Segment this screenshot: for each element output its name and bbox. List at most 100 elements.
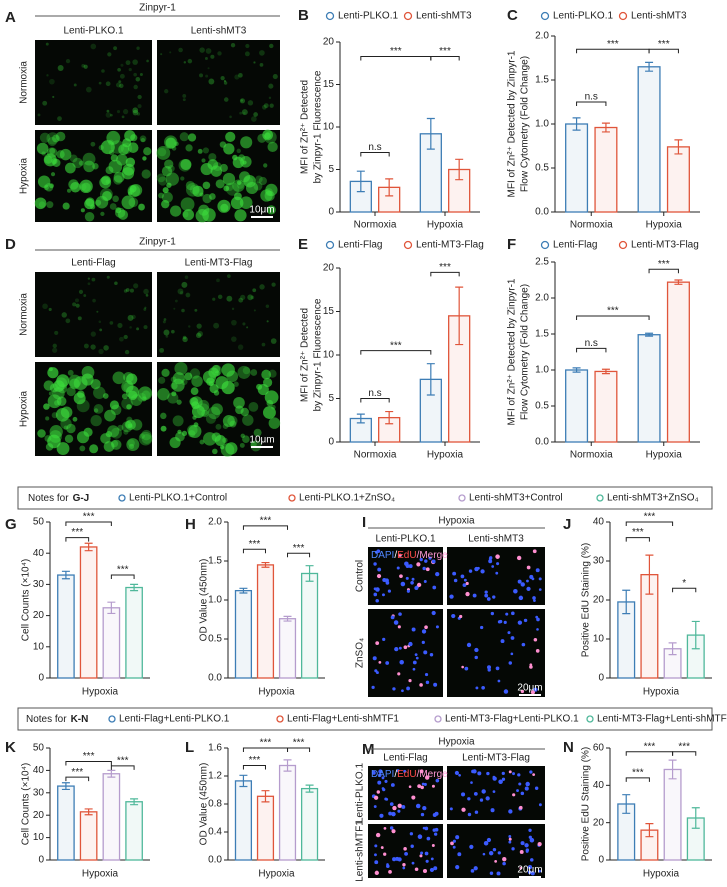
y-tick-label: 30 [33,579,45,590]
significance-label: *** [249,755,261,766]
cell-decoration [64,434,74,443]
cell-decoration [51,134,60,143]
cell-decoration [392,687,396,691]
error-bar [622,589,631,615]
cell-decoration [55,131,66,142]
cell-decoration [488,850,494,856]
y-axis-label: Positive EdU Staining (%) [581,543,592,658]
legend-label: Lenti-Flag+Lenti-shMTF1 [287,714,399,725]
significance-label: *** [644,512,656,523]
cell-decoration [49,430,62,443]
cell-decoration [191,401,200,410]
cell-decoration [473,792,478,796]
cell-decoration [127,314,134,321]
cell-decoration [242,435,250,443]
cell-decoration [502,861,506,866]
cell-decoration [196,323,202,329]
error-bar [356,413,365,424]
stain-legend: DAPI/EdU/Merge [371,769,448,780]
cell-decoration [431,844,435,848]
y-tick-label: 60 [593,743,605,754]
error-bar [261,561,270,568]
y-tick-label: 1.0 [535,365,549,376]
cell-decoration [433,832,438,836]
cell-decoration [128,197,139,208]
cell-decoration [518,782,522,786]
cell-decoration [261,369,272,380]
notes-panels: G-J [73,493,90,504]
cell-decoration [472,593,477,598]
cell-decoration [67,369,74,376]
cell-decoration [109,203,117,210]
significance-label: * [682,578,686,589]
cell-decoration [126,404,132,410]
cell-decoration [467,797,471,801]
cell-decoration [237,365,251,379]
cell-decoration [182,209,195,221]
cell-decoration [373,562,377,566]
cell-decoration [266,205,276,215]
significance-label: *** [607,39,619,50]
cell-decoration [158,176,168,186]
cell-decoration [269,43,274,49]
cell-decoration [143,325,148,330]
cell-decoration [46,132,59,145]
cell-decoration [50,172,56,177]
cell-decoration [383,826,387,830]
cell-decoration [408,679,412,683]
cell-decoration [398,646,402,650]
cell-decoration [117,322,123,329]
significance-label: *** [260,516,272,527]
cell-decoration [234,74,240,80]
cell-decoration [464,666,469,671]
cell-decoration [212,448,218,455]
cell-decoration [93,386,106,399]
cell-decoration [57,65,64,71]
cell-decoration [466,642,472,648]
legend-label: Lenti-shMT3 [416,11,472,22]
cell-decoration [430,857,434,861]
cell-decoration [406,589,410,593]
cell-decoration [530,871,535,876]
cell-decoration [508,840,512,844]
panel-letter: B [298,7,309,24]
y-axis-label: MFI of Zn²⁺ Detected [300,308,311,402]
cell-decoration [163,329,170,336]
y-tick-label: 40 [593,780,605,791]
cell-decoration [74,298,79,303]
error-bar [261,790,270,803]
cell-decoration [523,618,528,623]
cell-decoration [247,100,254,106]
cell-decoration [463,578,467,582]
cell-decoration [454,770,459,776]
x-tick-label: Normoxia [570,450,613,461]
row-label: Lenti-shMTF1 [355,820,366,882]
bar [300,572,319,679]
y-tick-label: 2.0 [208,517,222,528]
cell-decoration [432,813,437,818]
cell-decoration [390,783,395,787]
cell-decoration [480,569,485,574]
cell-decoration [167,392,179,404]
cell-decoration [263,163,268,168]
micrograph [447,609,545,697]
cell-decoration [93,408,99,413]
cell-decoration [226,295,233,302]
y-tick-label: 0.0 [208,673,222,684]
cell-decoration [189,368,201,379]
cell-decoration [125,60,131,66]
cell-decoration [136,327,140,331]
cell-decoration [99,188,113,202]
cell-decoration [429,867,435,873]
y-tick-label: 0.5 [208,634,222,645]
significance-bracket [65,760,112,766]
cell-decoration [242,414,254,426]
cell-decoration [507,631,511,635]
legend-label: Lenti-PLKO.1+Control [129,493,227,504]
cell-decoration [535,649,540,653]
cell-decoration [203,432,217,446]
cell-decoration [496,562,500,566]
cell-decoration [76,399,90,413]
micrograph [368,609,443,697]
cell-decoration [532,773,536,777]
